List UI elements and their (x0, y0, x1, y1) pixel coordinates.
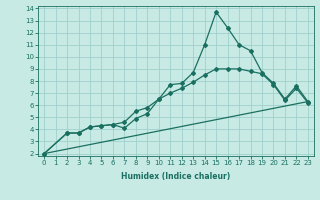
X-axis label: Humidex (Indice chaleur): Humidex (Indice chaleur) (121, 172, 231, 181)
